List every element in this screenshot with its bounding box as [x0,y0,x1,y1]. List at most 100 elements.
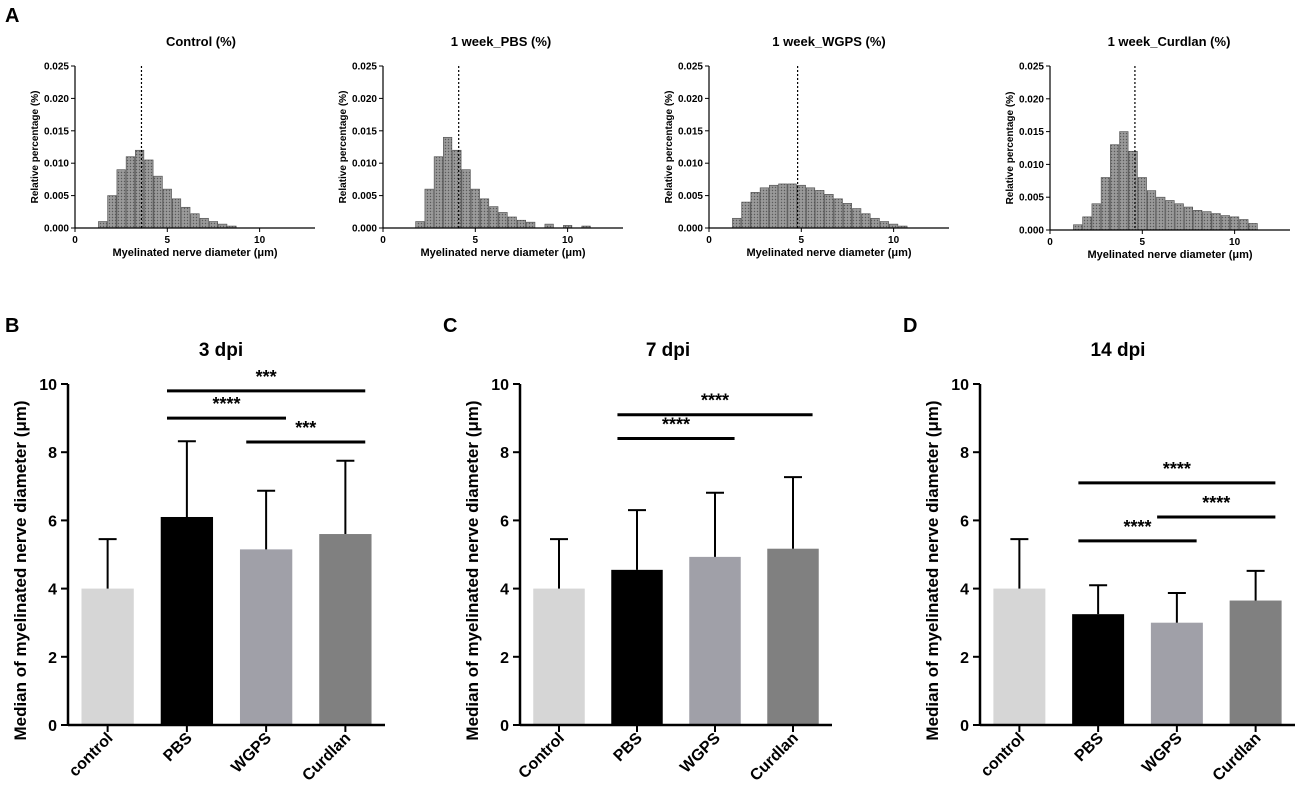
histogram-bar [470,188,480,229]
y-tick-label: 0.020 [352,94,377,105]
y-tick-label: 0.010 [678,159,703,170]
histogram-bar [98,221,108,229]
y-tick-label: 0.015 [678,126,703,137]
y-tick-label: 0.010 [44,159,69,170]
y-tick-label: 0.025 [352,62,377,73]
histogram-bar [1156,196,1166,231]
histogram-bar [787,183,797,229]
x-tick-label: Curdlan [1210,730,1265,785]
y-tick-label: 10 [951,377,969,394]
bar-wgps [1150,622,1203,725]
x-tick-label: 10 [1229,237,1241,248]
y-tick-label: 0.025 [678,62,703,73]
histogram-bar [162,188,172,229]
histogram-title: 1 week_PBS (%) [451,34,551,49]
histogram-bar [1110,144,1120,231]
y-axis-label: Median of myelinated nerve diameter (μm) [11,400,30,740]
y-tick-label: 10 [39,377,57,394]
significance-label: **** [701,391,729,411]
panel-letter-c: C [443,315,457,337]
histogram-bar [778,183,788,229]
y-tick-label: 0.025 [1019,62,1044,73]
histogram-bar [415,221,425,229]
x-tick-label: 5 [1140,237,1146,248]
y-tick-label: 0.020 [44,94,69,105]
y-axis-label: Median of myelinated nerve diameter (μm) [923,400,942,740]
histogram-bar [870,217,880,229]
x-tick-label: PBS [611,730,647,766]
histogram-bar [144,159,154,229]
y-tick-label: 0.000 [1019,226,1044,237]
x-tick-label: PBS [1072,730,1108,766]
significance-label: *** [295,418,316,438]
histogram-bar [516,219,527,229]
y-tick-label: 4 [960,582,969,599]
x-tick-label: Curdlan [299,730,354,785]
histogram-bar [1239,219,1249,231]
histogram-bar [1230,216,1240,231]
y-tick-label: 0.000 [44,224,69,235]
histogram-bar [769,184,779,229]
x-tick-label: 5 [473,235,479,246]
histogram-bar [1128,150,1138,231]
y-tick-label: 0.005 [678,191,703,202]
y-tick-label: 0.000 [678,224,703,235]
x-axis-label: Myelinated nerve diameter (μm) [420,247,585,259]
histogram-bar [489,206,499,229]
histogram-bar [759,187,769,229]
y-tick-label: 0.010 [352,159,377,170]
histogram-bar [1073,224,1083,231]
bar-pbs [611,569,663,725]
x-tick-label: PBS [160,730,196,766]
y-tick-label: 0.005 [1019,193,1044,204]
x-tick-label: 5 [799,235,805,246]
histogram-bar [507,216,517,229]
histogram-title: Control (%) [166,34,236,49]
histogram-1-week-curdlan: 1 week_Curdlan (%) 0.000 0.005 0.010 0.015 0.… [1005,34,1290,261]
histogram-bar [852,208,862,229]
y-axis-label: Relative percentage (%) [664,91,675,204]
histogram-bar [199,217,209,229]
x-tick-label: 0 [706,235,712,246]
histogram-bar [1248,223,1258,231]
x-tick-label: 0 [1047,237,1053,248]
x-tick-label: 0 [380,235,386,246]
histogram-bar [750,192,760,229]
x-tick-label: 10 [888,235,900,246]
x-tick-label: WGPS [677,730,724,777]
histogram-bar [181,206,191,229]
histogram-bar [1211,213,1221,231]
y-tick-label: 0.025 [44,62,69,73]
histogram-bar [1137,177,1147,231]
x-tick-label: control [66,730,116,780]
bar-control [81,588,134,725]
x-tick-label: 5 [165,235,171,246]
significance-label: **** [212,394,240,414]
y-tick-label: 0.015 [352,126,377,137]
bar-wgps [689,556,741,725]
histogram-bar [824,194,834,229]
bar-curdlan [1229,600,1282,725]
bar-control [533,588,585,725]
y-axis-label: Relative percentage (%) [338,91,349,204]
y-tick-label: 8 [48,445,57,462]
y-tick-label: 0.005 [352,191,377,202]
x-tick-label: 10 [254,235,266,246]
histogram-bar [1174,203,1184,231]
y-tick-label: 4 [500,582,509,599]
y-axis-label: Relative percentage (%) [1005,92,1016,205]
histogram-bar [842,203,853,229]
histogram-bar [833,198,843,229]
histogram-bar [424,188,434,229]
y-tick-label: 10 [491,377,509,394]
histogram-bar [861,213,871,229]
y-tick-label: 2 [960,650,969,667]
histogram-bar [208,221,219,229]
chart-title: 7 dpi [646,340,690,361]
y-tick-label: 6 [960,513,969,530]
x-axis-label: Myelinated nerve diameter (μm) [746,247,911,259]
y-tick-label: 2 [48,650,57,667]
histogram-bar [461,169,471,229]
histogram-bar [452,149,462,229]
